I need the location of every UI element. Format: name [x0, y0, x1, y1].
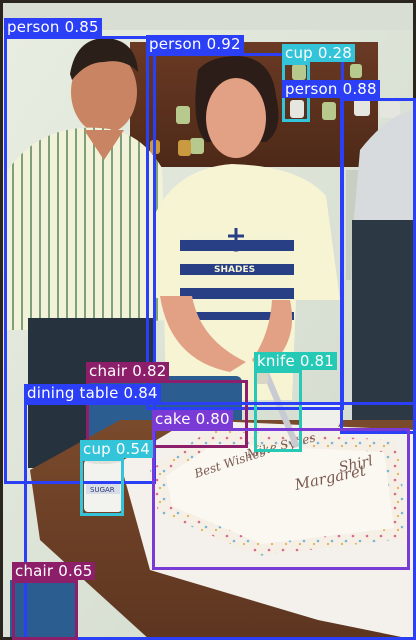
detection-box-knife-1: [254, 370, 302, 452]
detection-label-chair-1: chair 0.82: [86, 362, 170, 380]
detection-label-chair-2: chair 0.65: [12, 562, 96, 580]
detection-label-knife-1: knife 0.81: [254, 352, 338, 370]
detection-box-person-3: [340, 98, 416, 434]
detection-box-dining-table-1: [24, 402, 416, 640]
detection-box-chair-1: [86, 380, 248, 448]
detection-label-cup-2: cup 0.54: [80, 440, 154, 458]
detection-label-person-3: person 0.88: [282, 80, 380, 98]
detection-label-dining-table-1: dining table 0.84: [24, 384, 161, 402]
svg-text:Shirl: Shirl: [338, 453, 375, 476]
detection-box-cup-2: [80, 458, 124, 516]
detection-box-cake-1: [152, 428, 410, 570]
svg-text:SUGAR: SUGAR: [90, 486, 115, 494]
svg-text:SHADES: SHADES: [214, 265, 255, 275]
detection-label-cup-1: cup 0.28: [282, 44, 356, 62]
detection-label-person-2: person 0.92: [146, 35, 244, 53]
detection-box-chair-2: [12, 580, 78, 640]
detection-label-person-1: person 0.85: [4, 18, 102, 36]
detection-label-cake-1: cake 0.80: [152, 410, 233, 428]
